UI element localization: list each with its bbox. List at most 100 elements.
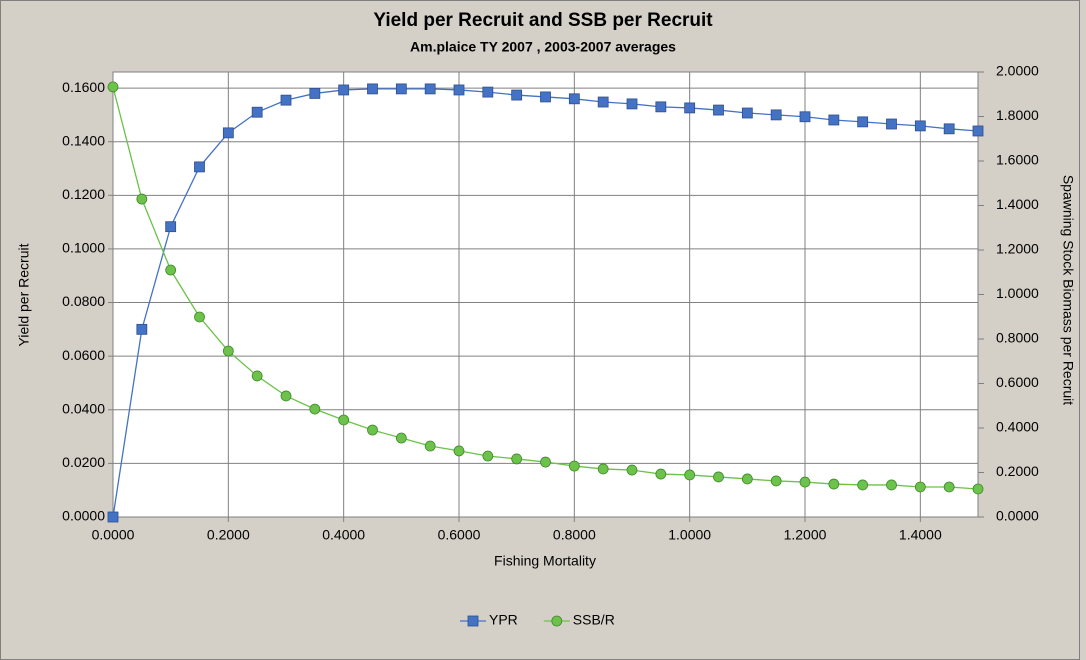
y-tick-label: 0.1600: [62, 79, 105, 95]
data-marker: [251, 370, 263, 382]
data-marker: [741, 107, 753, 119]
y2-tick-label: 1.2000: [996, 241, 1039, 257]
data-marker: [165, 264, 177, 276]
data-marker: [136, 323, 148, 335]
y-tick-label: 0.0400: [62, 400, 105, 416]
data-marker: [194, 161, 205, 173]
plot-area: [112, 71, 979, 518]
data-marker: [799, 476, 811, 488]
data-marker: [799, 111, 811, 123]
y2-tick-label: 1.0000: [996, 285, 1039, 301]
y2-axis-label: Spawning Stock Biomass per Recruit: [1060, 175, 1076, 405]
x-tick-label: 1.4000: [899, 527, 942, 543]
y2-tick-label: 0.6000: [996, 374, 1039, 390]
data-marker: [251, 106, 263, 118]
data-marker: [222, 127, 234, 139]
data-marker: [395, 83, 407, 95]
data-marker: [482, 86, 494, 98]
data-marker: [684, 469, 696, 481]
data-marker: [741, 473, 753, 485]
data-marker: [367, 83, 378, 95]
data-marker: [857, 116, 869, 128]
x-tick-label: 0.8000: [553, 527, 596, 543]
chart-subtitle: Am.plaice TY 2007 , 2003-2007 averages: [410, 39, 676, 55]
y2-tick-label: 2.0000: [996, 63, 1039, 79]
data-marker: [568, 460, 580, 472]
data-marker: [886, 118, 897, 130]
data-marker: [770, 109, 782, 121]
data-marker: [770, 475, 782, 487]
data-marker: [626, 464, 638, 476]
y-tick-label: 0.1000: [62, 240, 105, 256]
y2-tick-label: 1.6000: [996, 152, 1039, 168]
y2-tick-label: 0.2000: [996, 463, 1039, 479]
data-marker: [597, 463, 609, 475]
data-marker: [857, 479, 869, 491]
x-tick-label: 0.6000: [438, 527, 481, 543]
y-tick-label: 0.1400: [62, 132, 105, 148]
legend-marker: [551, 615, 563, 627]
data-marker: [713, 104, 724, 116]
y-tick-label: 0.0800: [62, 293, 105, 309]
data-marker: [626, 98, 638, 110]
legend-label: SSB/R: [573, 612, 615, 628]
data-marker: [107, 81, 119, 93]
data-marker: [309, 403, 321, 415]
legend-label: YPR: [489, 612, 518, 628]
data-marker: [424, 440, 436, 452]
data-marker: [136, 193, 148, 205]
y2-tick-label: 1.4000: [996, 196, 1039, 212]
y2-tick-label: 0.0000: [996, 508, 1039, 524]
data-marker: [194, 311, 205, 323]
data-marker: [972, 125, 984, 137]
data-marker: [655, 468, 667, 480]
data-marker: [597, 96, 609, 108]
data-marker: [280, 390, 292, 402]
y2-tick-label: 1.8000: [996, 107, 1039, 123]
data-marker: [914, 481, 926, 493]
data-marker: [713, 471, 724, 483]
data-marker: [914, 120, 926, 132]
data-marker: [540, 456, 551, 468]
y-tick-label: 0.0000: [62, 508, 105, 524]
data-marker: [367, 424, 378, 436]
data-marker: [482, 450, 494, 462]
data-marker: [424, 83, 436, 95]
y-tick-label: 0.0200: [62, 454, 105, 470]
data-marker: [511, 89, 523, 101]
data-marker: [222, 345, 234, 357]
data-marker: [338, 414, 350, 426]
data-marker: [511, 453, 523, 465]
y2-tick-label: 0.8000: [996, 330, 1039, 346]
y-axis-label: Yield per Recruit: [16, 243, 32, 346]
x-tick-label: 0.4000: [322, 527, 365, 543]
data-marker: [453, 445, 465, 457]
y2-tick-label: 0.4000: [996, 419, 1039, 435]
x-tick-label: 1.0000: [668, 527, 711, 543]
data-marker: [684, 102, 696, 114]
data-marker: [453, 84, 465, 96]
data-marker: [107, 511, 119, 523]
data-marker: [943, 123, 955, 135]
data-marker: [280, 94, 292, 106]
data-marker: [828, 114, 840, 126]
chart-title: Yield per Recruit and SSB per Recruit: [373, 10, 713, 31]
x-tick-label: 0.0000: [92, 527, 135, 543]
y-tick-label: 0.0600: [62, 347, 105, 363]
data-marker: [540, 91, 551, 103]
x-tick-label: 0.2000: [207, 527, 250, 543]
legend-marker: [467, 615, 479, 627]
data-marker: [309, 88, 321, 99]
data-marker: [338, 84, 350, 96]
y-tick-label: 0.1200: [62, 186, 105, 202]
data-marker: [568, 93, 580, 105]
data-marker: [828, 478, 840, 490]
data-marker: [886, 479, 897, 491]
data-marker: [655, 101, 667, 113]
data-marker: [395, 432, 407, 444]
data-marker: [972, 483, 984, 495]
x-tick-label: 1.2000: [784, 527, 827, 543]
data-marker: [165, 221, 177, 233]
x-axis-label: Fishing Mortality: [494, 553, 596, 569]
